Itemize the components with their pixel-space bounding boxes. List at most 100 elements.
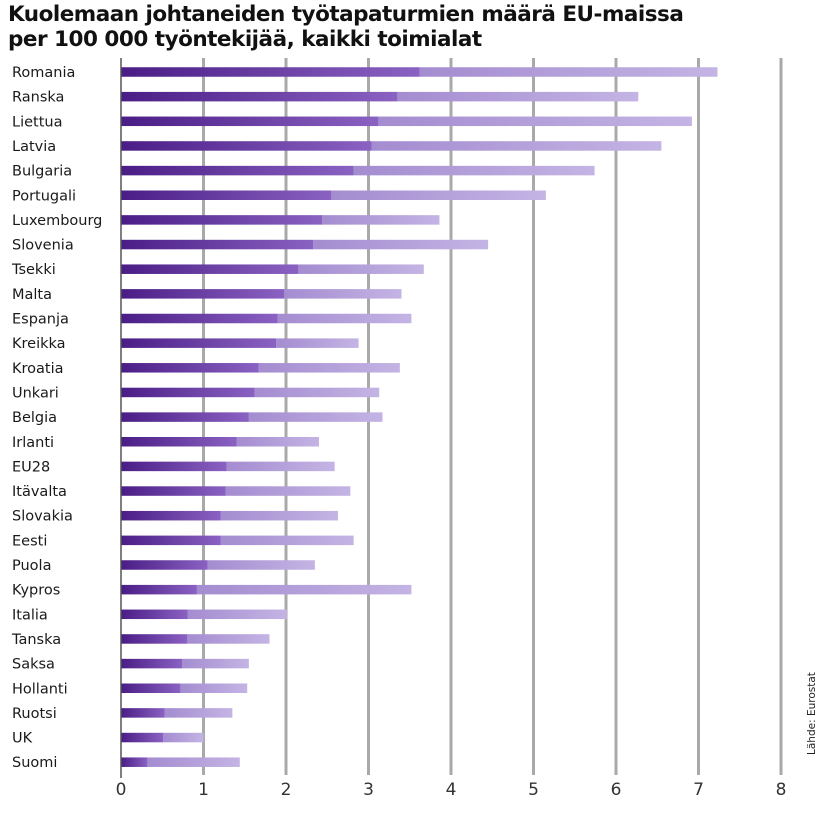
category-label: Malta [12, 287, 52, 303]
bar-segment-light [187, 634, 270, 644]
x-tick-label: 8 [776, 780, 787, 800]
bar-segment-light [180, 683, 248, 693]
bar-segment-light [163, 732, 204, 743]
bar-segment-dark [121, 634, 187, 644]
bar-segment-dark [121, 387, 255, 398]
category-label: Irlanti [12, 435, 54, 451]
x-axis: 0 1 2 3 4 5 6 7 8 [116, 58, 787, 800]
bar-segment-light [276, 338, 359, 348]
category-label: Latvia [12, 139, 56, 155]
bar-segment-light [182, 658, 249, 669]
bar-segment-light [322, 215, 440, 225]
bar-segment-dark [121, 510, 221, 521]
category-label: Slovakia [12, 509, 73, 525]
category-label: Suomi [12, 755, 57, 771]
bar-segment-light [226, 461, 335, 472]
source-note: Lähde: Eurostat [806, 672, 818, 755]
bar-segment-dark [121, 141, 372, 151]
category-label: Romania [12, 65, 75, 81]
category-label: Tsekki [11, 262, 56, 278]
bar-segment-light [207, 560, 315, 570]
category-label: Italia [12, 607, 48, 623]
category-label: Slovenia [12, 238, 74, 254]
category-label: Kroatia [12, 361, 64, 377]
chart-title-line-2: per 100 000 työntekijää, kaikki toimiala… [8, 27, 482, 52]
x-tick-label: 6 [611, 780, 622, 800]
bar-segment-dark [121, 264, 299, 274]
bar-segment-light [277, 313, 412, 324]
x-tick-label: 5 [528, 780, 539, 800]
bar-segment-dark [121, 67, 420, 77]
bar-segment-light [196, 584, 412, 595]
bar-segment-light [220, 535, 354, 546]
bar-segment-dark [121, 609, 188, 620]
chart-title: Kuolemaan johtaneiden työtapaturmien mää… [8, 2, 798, 52]
category-label: Puola [12, 558, 51, 574]
category-label: Hollanti [12, 681, 68, 697]
bars [121, 67, 718, 767]
x-tick-label: 0 [116, 780, 127, 800]
category-label: Ruotsi [12, 706, 57, 722]
x-tick-label: 4 [446, 780, 457, 800]
bar-segment-dark [121, 289, 285, 299]
bar-segment-dark [121, 363, 259, 373]
category-label: Tanska [11, 632, 61, 648]
bar-segment-light [248, 412, 383, 422]
bar-segment-dark [121, 239, 314, 250]
bar-segment-light [236, 437, 319, 447]
bar-segment-dark [121, 461, 227, 472]
bar-segment-dark [121, 412, 249, 422]
category-label: Liettua [12, 114, 62, 130]
category-label: Ranska [12, 90, 64, 106]
bar-segment-light [220, 510, 338, 521]
category-label: Belgia [12, 410, 57, 426]
bar-segment-dark [121, 708, 165, 718]
category-label: Portugali [12, 188, 76, 204]
category-label: Unkari [12, 385, 59, 401]
category-label: UK [12, 731, 33, 747]
bar-segment-light [225, 486, 351, 496]
bar-segment-dark [121, 560, 208, 570]
category-labels: Romania Ranska Liettua Latvia Bulgaria Portug… [11, 65, 102, 771]
bar-segment-dark [121, 584, 197, 595]
bar-segment-light [284, 289, 402, 299]
bar-segment-dark [121, 313, 278, 324]
bar-segment-light [353, 165, 595, 176]
category-label: Espanja [12, 312, 69, 328]
category-label: Saksa [12, 657, 55, 673]
category-label: EU28 [12, 459, 50, 475]
bar-segment-dark [121, 732, 164, 743]
category-label: Eesti [12, 533, 47, 549]
bar-segment-dark [121, 535, 221, 546]
bar-segment-dark [121, 658, 183, 669]
x-tick-label: 2 [281, 780, 292, 800]
bar-segment-dark [121, 91, 398, 102]
bar-segment-light [164, 708, 233, 718]
bar-segment-light [187, 609, 287, 620]
bar-segment-dark [121, 116, 379, 127]
category-label: Kypros [12, 583, 60, 599]
bar-segment-light [254, 387, 380, 398]
category-label: Bulgaria [12, 164, 72, 180]
bar-segment-light [258, 363, 400, 373]
chart-title-line-1: Kuolemaan johtaneiden työtapaturmien mää… [8, 2, 684, 27]
bar-segment-dark [121, 338, 277, 348]
bar-segment-light [331, 190, 546, 200]
bar-segment-light [371, 141, 662, 151]
category-label: Itävalta [12, 484, 67, 500]
bar-segment-dark [121, 165, 354, 176]
bar-segment-dark [121, 437, 237, 447]
bar-segment-dark [121, 215, 323, 225]
bar-segment-light [147, 757, 240, 767]
category-label: Kreikka [12, 336, 66, 352]
bar-segment-dark [121, 757, 148, 767]
bar-segment-light [419, 67, 718, 77]
x-tick-label: 7 [693, 780, 704, 800]
bar-segment-light [298, 264, 424, 274]
bar-segment-dark [121, 190, 332, 200]
x-tick-label: 1 [198, 780, 209, 800]
bar-segment-light [397, 91, 639, 102]
bar-segment-dark [121, 683, 181, 693]
bar-segment-dark [121, 486, 226, 496]
